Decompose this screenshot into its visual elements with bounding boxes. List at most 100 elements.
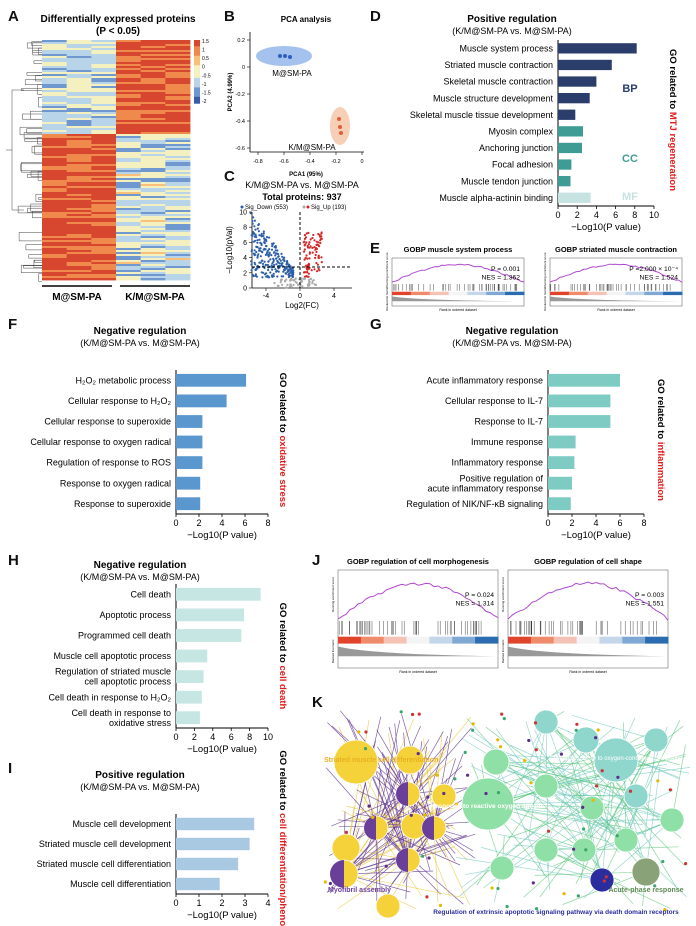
heatmap-cell: [140, 108, 166, 111]
heatmap-cell: [165, 120, 191, 123]
chart-xtick-label: 0: [173, 518, 178, 528]
volcano-point: [319, 241, 322, 245]
network-gene-node: [559, 752, 563, 756]
heatmap-cell: [116, 54, 142, 57]
gsea-nes: NES = 1.524: [640, 275, 679, 282]
volcano-point: [251, 222, 254, 225]
volcano-point: [291, 267, 295, 270]
heatmap-cell: [42, 84, 68, 87]
volcano-point: [270, 254, 273, 257]
heatmap-cell: [66, 118, 92, 121]
heatmap-cell: [91, 188, 117, 191]
volcano-point: [296, 283, 300, 286]
volcano-point: [317, 256, 320, 259]
network-edge: [433, 728, 453, 829]
heatmap-cell: [91, 240, 117, 243]
network-gene-node: [466, 773, 470, 777]
heatmap-cell: [140, 132, 166, 135]
heatmap-cell: [91, 212, 117, 215]
heatmap-cell: [91, 122, 117, 125]
heatmap-cell: [91, 174, 117, 177]
heatmap-cell: [66, 158, 92, 161]
heatmap-cell: [140, 278, 166, 281]
heatmap-cell: [42, 200, 68, 203]
volcano-point: [258, 261, 261, 264]
heatmap-cell: [165, 248, 191, 251]
heatmap-cell: [42, 174, 68, 177]
heatmap-cell: [42, 210, 68, 213]
heatmap-cell: [116, 186, 142, 189]
heatmap-cell: [116, 174, 142, 177]
heatmap-cell: [42, 154, 68, 157]
chart-xtick-label: 6: [613, 210, 618, 220]
heatmap-cell: [116, 244, 142, 247]
heatmap-cell: [42, 254, 68, 257]
network-term-node-half: [422, 816, 434, 840]
chart-bar: [176, 587, 261, 601]
heatmap-cell: [91, 252, 117, 255]
heatmap-cell: [116, 72, 142, 75]
network-term-node-half: [330, 860, 344, 888]
volcano-point: [267, 268, 270, 272]
heatmap-cell: [165, 112, 191, 115]
chart-title: Positive regulation: [95, 770, 184, 781]
network-label-acute: Acute-phase response: [608, 887, 683, 894]
chart-bar: [176, 497, 201, 511]
dendrogram-branch: [37, 171, 42, 181]
heatmap-cell: [91, 88, 117, 91]
volcano-point: [315, 261, 318, 265]
heatmap-cell: [66, 236, 92, 239]
heatmap-cell: [165, 244, 191, 247]
heatmap-cell: [140, 138, 166, 141]
heatmap-cell: [91, 224, 117, 227]
gsea-pvalue: P = 0.003: [635, 592, 664, 599]
heatmap-cell: [42, 272, 68, 275]
network-edge: [534, 871, 647, 876]
volcano-point: [278, 258, 281, 261]
heatmap-cell: [165, 222, 191, 225]
colorbar-swatch: [194, 71, 200, 76]
heatmap-cell: [140, 184, 166, 187]
gsea-rank-band: [505, 291, 525, 296]
heatmap-cell: [116, 230, 142, 233]
heatmap-cell: [140, 144, 166, 147]
heatmap-cell: [140, 274, 166, 277]
heatmap-cell: [165, 66, 191, 69]
chart-side-label: GO related to oxidative stress: [277, 373, 288, 508]
heatmap-cell: [116, 48, 142, 51]
heatmap-cell: [91, 148, 117, 151]
volcano-point: [254, 228, 257, 231]
heatmap-cell: [165, 268, 191, 271]
heatmap-cell: [66, 106, 92, 109]
heatmap-cell: [140, 246, 166, 249]
heatmap-cell: [165, 42, 191, 45]
heatmap-cell: [165, 238, 191, 241]
colorbar-swatch: [194, 49, 200, 54]
heatmap-cell: [66, 40, 92, 43]
network-edge: [375, 720, 401, 829]
network-gene-node: [534, 748, 538, 752]
heatmap-cell: [66, 170, 92, 173]
gsea-rank-band: [383, 636, 408, 644]
chart-category-label: Striated muscle contraction: [444, 60, 553, 70]
heatmap-cell: [116, 148, 142, 151]
network-term-node: [613, 827, 639, 853]
volcano-point: [257, 253, 260, 256]
heatmap-cell: [165, 226, 191, 229]
network-label-ros: Response to reactive oxygen species: [430, 803, 546, 810]
heatmap-cell: [165, 108, 191, 111]
heatmap-cell: [91, 266, 117, 269]
heatmap-cell: [116, 256, 142, 259]
gsea-title: GOBP regulation of cell shape: [534, 557, 642, 566]
volcano-point: [263, 241, 266, 244]
heatmap-cell: [42, 190, 68, 193]
heatmap-cell: [91, 244, 117, 247]
gsea-ranked-metric: [550, 296, 682, 302]
heatmap-cell: [140, 58, 166, 61]
heatmap-cell: [116, 206, 142, 209]
heatmap-cell: [140, 96, 166, 99]
volcano-point: [267, 236, 271, 239]
chart-category-label: Programmed cell death: [78, 631, 171, 641]
volcano-point: [292, 279, 295, 282]
heatmap-cell: [165, 100, 191, 103]
